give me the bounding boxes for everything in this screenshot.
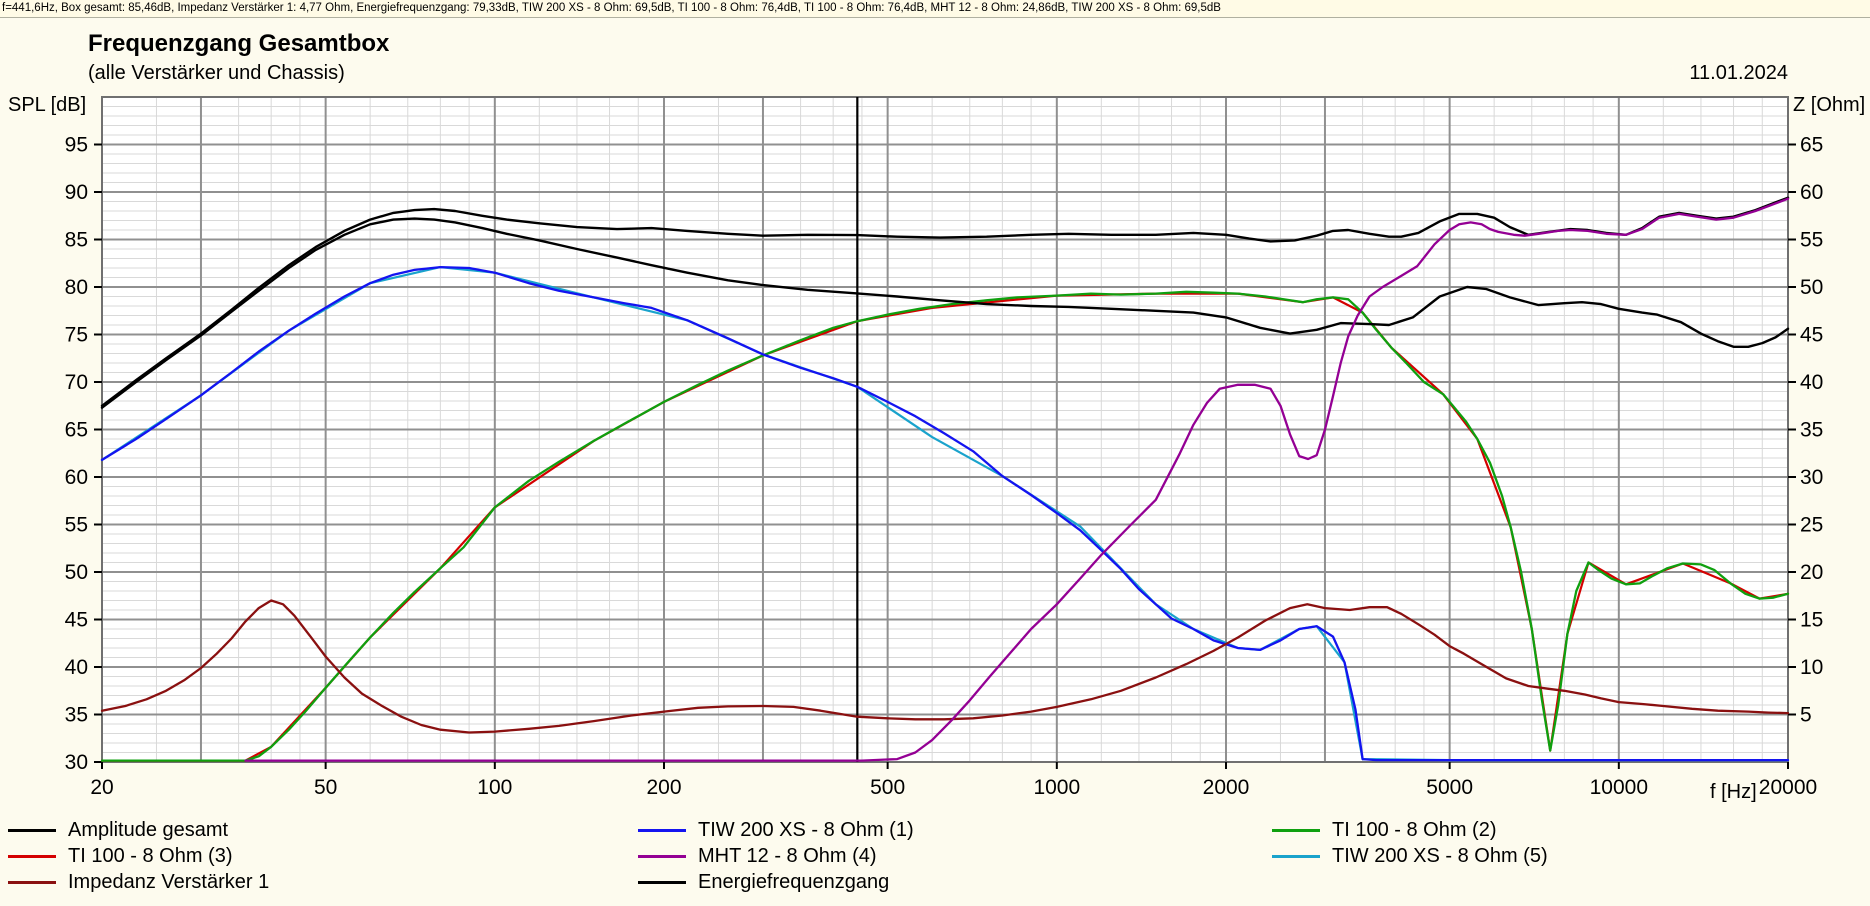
x-tick-label: 20 [90,776,113,799]
curve-ti-100-8-ohm-2- [100,290,1790,762]
legend-color-swatch [638,854,686,858]
legend-label: TI 100 - 8 Ohm (3) [68,844,233,867]
x-tick-label: 5000 [1426,776,1473,799]
curve-energiefrequenzgang [100,217,1790,409]
legend-color-swatch [1272,828,1320,832]
legend-item: Impedanz Verstärker 1 [8,870,269,894]
left-tick-label: 30 [65,751,88,774]
legend-item: MHT 12 - 8 Ohm (4) [638,844,877,868]
legend-color-swatch [8,854,56,858]
x-axis-title: f [Hz] [1710,781,1757,803]
left-tick-label: 45 [65,609,88,632]
page-title: Frequenzgang Gesamtbox [88,30,390,57]
legend-label: Impedanz Verstärker 1 [68,870,270,893]
legend-item: TI 100 - 8 Ohm (2) [1272,818,1497,842]
right-tick-label: 5 [1800,704,1812,727]
legend-color-swatch [638,880,686,884]
legend-item: TIW 200 XS - 8 Ohm (1) [638,818,914,842]
left-tick-label: 75 [65,324,88,347]
right-tick-label: 10 [1800,656,1823,679]
x-tick-label: 200 [646,776,681,799]
right-tick-label: 55 [1800,229,1823,252]
right-tick-label: 20 [1800,561,1823,584]
page-subtitle: (alle Verstärker und Chassis) [88,62,345,84]
left-tick-label: 70 [65,371,88,394]
x-tick-label: 10000 [1590,776,1648,799]
left-tick-label: 60 [65,466,88,489]
legend-color-swatch [638,828,686,832]
x-tick-label: 2000 [1203,776,1250,799]
legend-label: TIW 200 XS - 8 Ohm (5) [1332,844,1548,867]
right-axis-title: Z [Ohm] [1793,94,1866,116]
left-tick-label: 35 [65,704,88,727]
x-tick-label: 100 [477,776,512,799]
legend-item: TIW 200 XS - 8 Ohm (5) [1272,844,1548,868]
right-tick-label: 25 [1800,514,1823,537]
right-tick-label: 60 [1800,181,1823,204]
curve-mht-12-8-ohm-4- [244,197,1790,762]
legend-label: TI 100 - 8 Ohm (2) [1332,818,1497,841]
x-tick-label: 1000 [1033,776,1080,799]
legend-color-swatch [8,828,56,832]
legend-label: Amplitude gesamt [68,818,229,841]
right-tick-label: 30 [1800,466,1823,489]
right-tick-label: 15 [1800,609,1823,632]
right-tick-label: 50 [1800,276,1823,299]
legend-item: TI 100 - 8 Ohm (3) [8,844,233,868]
right-tick-label: 45 [1800,324,1823,347]
left-tick-label: 85 [65,229,88,252]
x-tick-label: 20000 [1759,776,1817,799]
left-tick-label: 40 [65,656,88,679]
legend-label: TIW 200 XS - 8 Ohm (1) [698,818,914,841]
left-tick-label: 55 [65,514,88,537]
legend-label: MHT 12 - 8 Ohm (4) [698,844,877,867]
x-tick-label: 50 [314,776,337,799]
right-tick-label: 65 [1800,134,1823,157]
x-tick-label: 500 [870,776,905,799]
right-tick-label: 40 [1800,371,1823,394]
left-tick-label: 65 [65,419,88,442]
curve-tiw-200-xs-8-ohm-1- [100,265,1790,762]
left-tick-label: 50 [65,561,88,584]
left-axis-title: SPL [dB] [8,94,87,116]
right-tick-label: 35 [1800,419,1823,442]
legend-label: Energiefrequenzgang [698,870,890,893]
legend-color-swatch [8,880,56,884]
curve-impedanz-verst-rker-1 [100,599,1790,734]
status-readout-text: f=441,6Hz, Box gesamt: 85,46dB, Impedanz… [2,2,1221,14]
left-tick-label: 90 [65,181,88,204]
legend-color-swatch [1272,854,1320,858]
legend-item: Energiefrequenzgang [638,870,889,894]
legend-item: Amplitude gesamt [8,818,228,842]
chart-date: 11.01.2024 [1689,62,1788,84]
left-tick-label: 95 [65,134,88,157]
status-bar: f=441,6Hz, Box gesamt: 85,46dB, Impedanz… [0,0,1870,18]
left-tick-label: 80 [65,276,88,299]
